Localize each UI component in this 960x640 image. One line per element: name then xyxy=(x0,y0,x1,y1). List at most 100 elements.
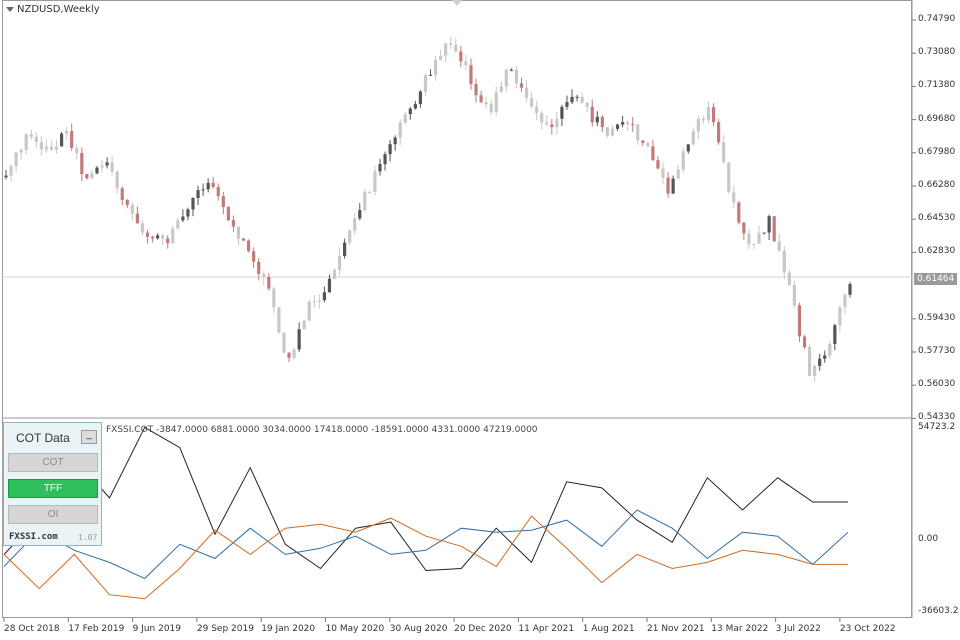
oi-button[interactable]: OI xyxy=(8,505,98,524)
candle-body xyxy=(337,256,342,270)
candle-body xyxy=(828,344,832,356)
candle-body xyxy=(166,238,170,244)
indicator-tick-label: 0.00 xyxy=(918,534,939,544)
candle-body xyxy=(464,61,468,66)
candle-body xyxy=(302,320,306,330)
candle-body xyxy=(277,307,281,333)
candle-body xyxy=(509,69,513,71)
candle-body xyxy=(555,118,559,128)
candle-body xyxy=(514,69,519,84)
candle-body xyxy=(363,192,367,211)
candle-body xyxy=(4,175,8,178)
candle-body xyxy=(292,349,296,358)
candle-body xyxy=(9,166,13,176)
candle-body xyxy=(287,352,291,358)
minimize-button[interactable]: _ xyxy=(81,430,97,444)
cot-button[interactable]: COT xyxy=(8,453,98,472)
candle-body xyxy=(145,232,150,237)
symbol-text: NZDUSD,Weekly xyxy=(17,4,100,15)
candle-body xyxy=(575,96,579,98)
date-tick-label: 1 Aug 2021 xyxy=(582,624,635,634)
candle-body xyxy=(282,332,286,353)
price-tick-label: 0.73080 xyxy=(918,47,956,58)
candle-body xyxy=(691,131,695,145)
candle-body xyxy=(312,301,316,303)
candle-body xyxy=(813,365,817,376)
candle-body xyxy=(499,86,503,93)
candle-body xyxy=(322,292,326,301)
candle-body xyxy=(454,44,458,52)
cot-series-line-3 xyxy=(3,515,848,600)
price-tick-label: 0.62830 xyxy=(918,246,956,257)
candle-body xyxy=(54,146,59,150)
candle-body xyxy=(444,43,448,56)
candle-body xyxy=(161,235,165,239)
candle-body xyxy=(373,171,377,192)
candle-body xyxy=(641,140,645,143)
candle-body xyxy=(716,122,721,143)
date-tick-label: 17 Feb 2019 xyxy=(68,624,125,634)
candle-body xyxy=(140,223,145,233)
indicator-tick-label: 54723.2 xyxy=(918,422,956,432)
candle-body xyxy=(378,164,382,172)
candle-body xyxy=(742,222,746,234)
candle-body xyxy=(782,250,786,273)
candle-body xyxy=(504,69,508,87)
candle-body xyxy=(150,236,155,239)
candle-body xyxy=(656,160,660,169)
candle-body xyxy=(722,142,726,163)
candle-body xyxy=(100,165,104,168)
candle-body xyxy=(807,347,812,376)
candle-body xyxy=(317,300,321,302)
candle-body xyxy=(191,198,195,210)
candle-body xyxy=(120,188,124,200)
candle-body xyxy=(474,84,478,96)
candle-body xyxy=(358,210,362,219)
candle-body xyxy=(848,284,852,295)
date-tick-label: 28 Oct 2018 xyxy=(4,624,60,634)
candle-body xyxy=(752,243,756,245)
candle-body xyxy=(737,202,741,223)
candle-body xyxy=(267,277,271,289)
chevron-down-icon[interactable] xyxy=(6,6,14,12)
candle-body xyxy=(524,87,529,98)
candle-body xyxy=(595,116,599,123)
candle-body xyxy=(95,167,99,174)
candle-body xyxy=(747,233,751,245)
tff-button[interactable]: TFF xyxy=(8,479,98,498)
candle-body xyxy=(494,92,498,112)
candle-body xyxy=(181,216,185,221)
candle-body xyxy=(600,116,604,128)
candle-body xyxy=(413,104,417,109)
candle-body xyxy=(327,278,332,293)
candle-body xyxy=(676,169,680,179)
candle-body xyxy=(545,122,549,125)
candle-body xyxy=(206,182,210,190)
candle-body xyxy=(125,199,129,205)
price-tick-label: 0.54330 xyxy=(918,412,956,423)
candle-body xyxy=(423,75,428,92)
candle-body xyxy=(433,60,438,75)
candle-body xyxy=(802,336,807,348)
candle-body xyxy=(797,305,802,337)
candle-body xyxy=(186,209,190,217)
price-tick-label: 0.59430 xyxy=(918,312,956,323)
candle-body xyxy=(231,220,236,227)
date-tick-label: 11 Apr 2021 xyxy=(518,624,575,634)
candle-body xyxy=(226,206,230,221)
candle-body xyxy=(80,152,84,175)
date-tick-label: 29 Sep 2019 xyxy=(196,624,254,634)
date-tick-label: 10 May 2020 xyxy=(325,624,385,634)
candle-body xyxy=(135,213,140,224)
candle-body xyxy=(727,162,731,193)
date-tick-label: 23 Oct 2022 xyxy=(839,624,896,634)
candle-body xyxy=(666,177,670,194)
candle-body xyxy=(519,83,524,88)
scroll-marker-icon[interactable] xyxy=(452,0,462,6)
cot-series-line-1 xyxy=(3,426,848,572)
candle-body xyxy=(44,146,49,150)
candle-body xyxy=(408,108,412,115)
candle-body xyxy=(343,242,347,257)
candle-body xyxy=(757,232,761,244)
